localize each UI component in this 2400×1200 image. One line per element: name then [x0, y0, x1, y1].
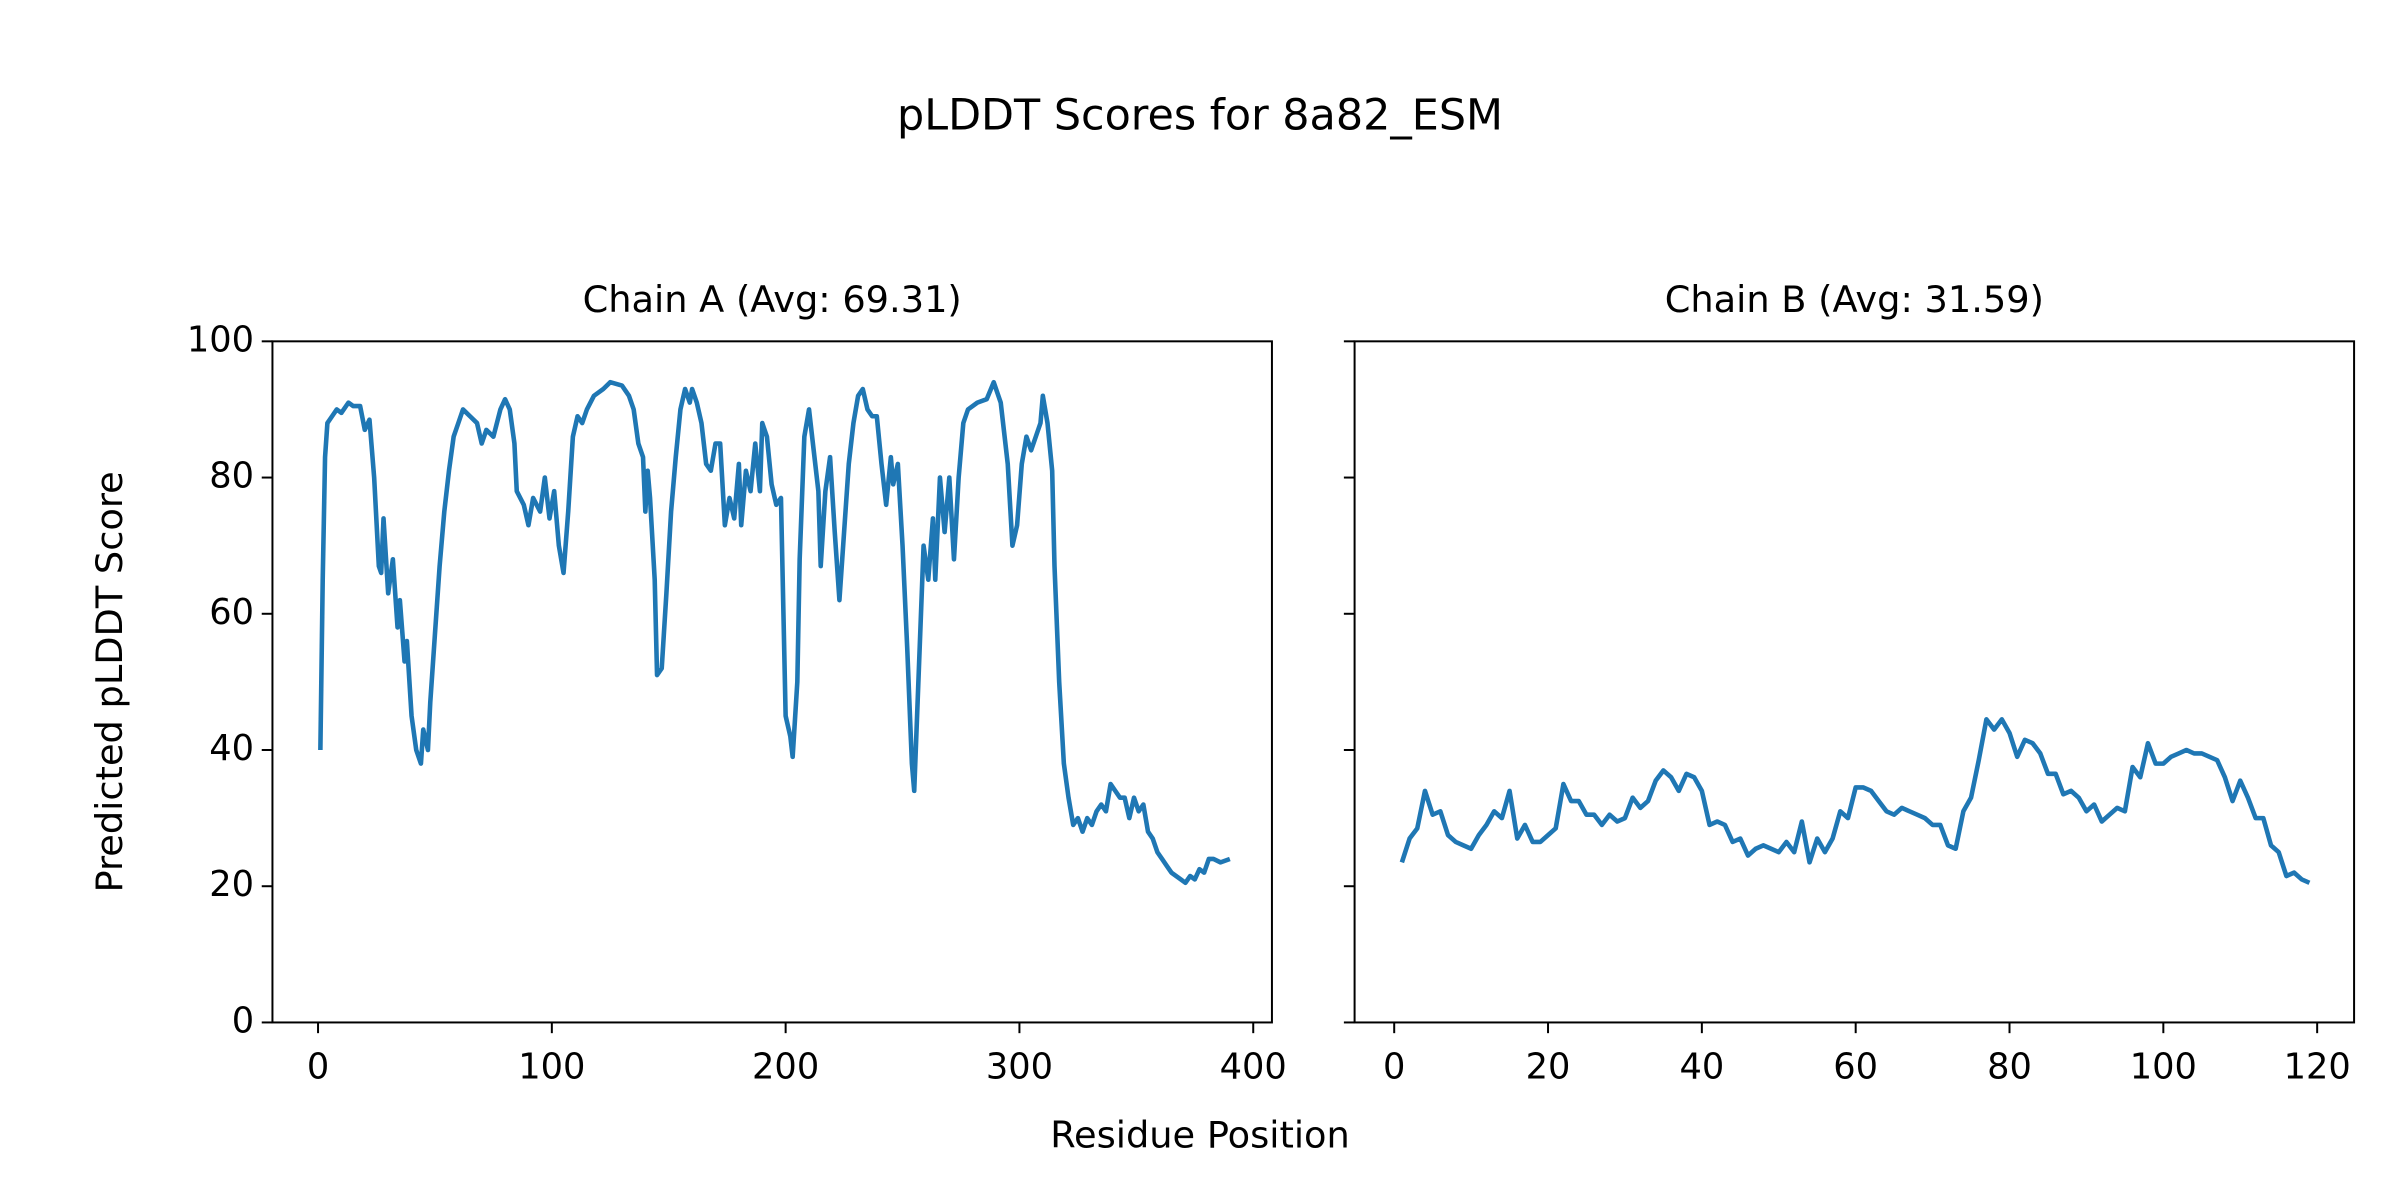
x-tick-label: 100: [518, 1046, 585, 1087]
data-line: [318, 379, 1231, 886]
x-tick-label: 0: [1383, 1046, 1405, 1087]
x-tick-label: 300: [986, 1046, 1053, 1087]
x-tick-label: 0: [307, 1046, 329, 1087]
y-tick-label: 40: [209, 728, 254, 769]
axes-frame: [1353, 340, 2356, 1024]
x-tick-label: 400: [1220, 1046, 1287, 1087]
y-tick-label: 100: [187, 319, 254, 360]
subplot: Chain B (Avg: 31.59) 0 20 40 60 80 100 120: [1343, 278, 2356, 1087]
data-line: [1399, 717, 2311, 885]
x-tick-label: 60: [1833, 1046, 1878, 1087]
y-tick-label: 0: [232, 1000, 254, 1041]
subplot-title: Chain A (Avg: 69.31): [583, 278, 962, 321]
plot-area: [1399, 717, 2311, 885]
axes-frame: [271, 340, 1273, 1024]
y-axis-label: Predicted pLDDT Score: [88, 471, 131, 892]
figure-title: pLDDT Scores for 8a82_ESM: [897, 90, 1503, 140]
x-tick-label: 100: [2130, 1046, 2197, 1087]
x-tick-label: 120: [2284, 1046, 2351, 1087]
y-tick-label: 20: [209, 864, 254, 905]
plot-area: [318, 379, 1231, 886]
x-axis-label: Residue Position: [1050, 1114, 1350, 1157]
x-tick-label: 40: [1679, 1046, 1724, 1087]
y-tick-label: 60: [209, 592, 254, 633]
y-tick-label: 80: [209, 456, 254, 497]
x-tick-label: 20: [1526, 1046, 1571, 1087]
subplot-title: Chain B (Avg: 31.59): [1665, 278, 2044, 321]
x-tick-label: 80: [1987, 1046, 2032, 1087]
subplot: Chain A (Avg: 69.31) 0 100 200 300 400 0 20 40 60…: [88, 278, 1287, 1087]
x-tick-label: 200: [752, 1046, 819, 1087]
